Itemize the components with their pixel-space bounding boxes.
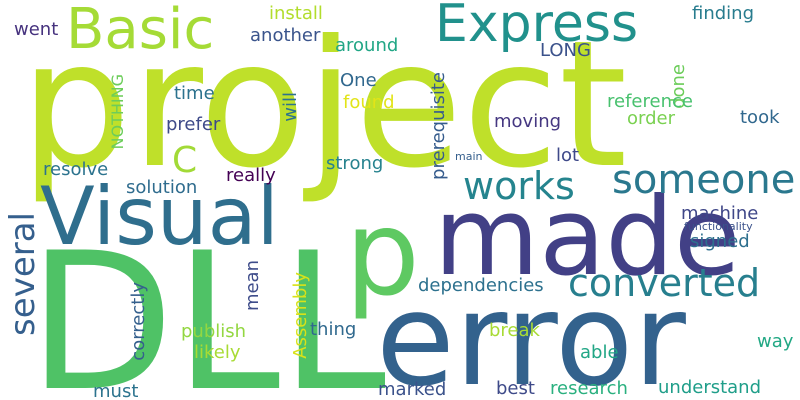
word-around: around — [335, 35, 399, 56]
word-able: able — [580, 342, 619, 363]
word-visual: Visual — [40, 170, 279, 263]
word-several: several — [3, 212, 43, 336]
word-converted: converted — [568, 261, 761, 305]
word-dll: DLL — [28, 212, 387, 400]
word-really: really — [226, 165, 276, 186]
word-must: must — [93, 381, 139, 400]
word-took: took — [740, 107, 780, 128]
word-publish: publish — [181, 321, 247, 342]
word-machine: machine — [681, 203, 759, 224]
word-resolve: resolve — [43, 159, 109, 180]
word-way: way — [757, 331, 794, 352]
word-research: research — [550, 378, 628, 399]
word-prerequisite: prerequisite — [428, 72, 449, 180]
word-finding: finding — [692, 3, 755, 24]
word-mean: mean — [242, 260, 263, 312]
word-nothing: NOTHING — [108, 74, 127, 150]
word-error: error — [376, 266, 686, 400]
word-best: best — [496, 378, 535, 399]
word-dependencies: dependencies — [418, 275, 544, 296]
word-marked: marked — [378, 379, 447, 400]
word-one: One — [340, 70, 377, 91]
word-lot: lot — [556, 145, 580, 166]
word-strong: strong — [326, 153, 384, 174]
word-thing: thing — [310, 319, 357, 340]
word-break: break — [489, 320, 540, 341]
word-reference: reference — [607, 91, 693, 112]
word-works: works — [463, 164, 575, 208]
word-c: C — [172, 140, 198, 181]
word-assembly: Assembly — [290, 272, 311, 359]
word-another: another — [250, 25, 321, 46]
word-order: order — [627, 108, 675, 129]
word-install: install — [269, 3, 323, 24]
word-project: project — [20, 4, 628, 207]
word-correctly: correctly — [128, 282, 149, 361]
word-will: will — [280, 92, 301, 122]
word-time: time — [174, 83, 215, 104]
word-solution: solution — [126, 177, 198, 198]
word-express: Express — [435, 0, 639, 54]
word-main: main — [455, 150, 483, 163]
word-someone: someone — [612, 157, 796, 203]
word-functionality: functionality — [684, 220, 753, 233]
word-went: went — [14, 19, 59, 40]
word-made: made — [434, 175, 741, 300]
word-prefer: prefer — [166, 114, 221, 135]
word-signed: signed — [690, 231, 750, 252]
word-found: found — [343, 92, 395, 113]
word-understand: understand — [658, 377, 762, 398]
word-moving: moving — [494, 111, 562, 132]
word-p: p — [345, 184, 420, 322]
word-basic: Basic — [66, 0, 215, 62]
word-likely: likely — [194, 342, 241, 363]
word-long: LONG — [540, 40, 591, 61]
